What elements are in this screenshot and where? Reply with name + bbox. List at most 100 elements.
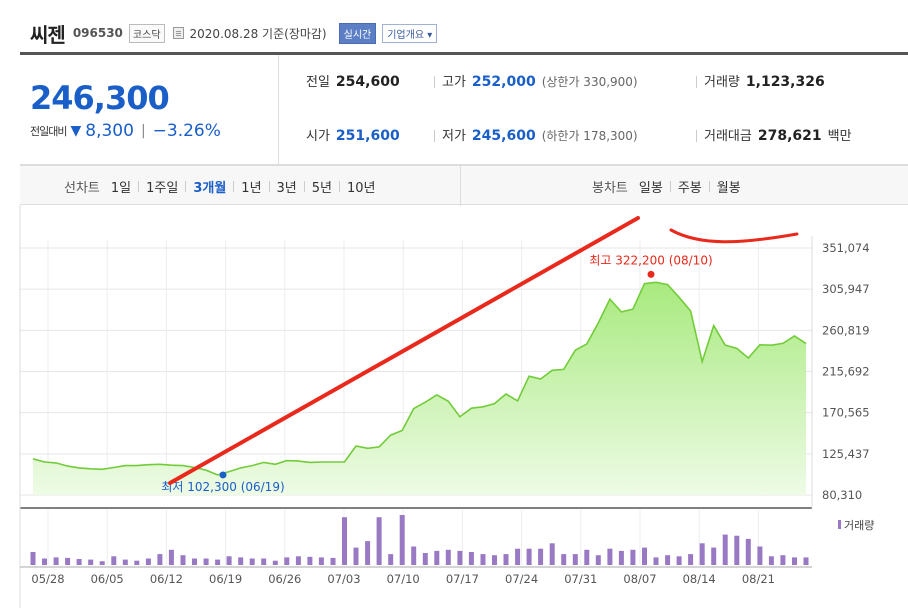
price-change: 전일대비 ▼ 8,300 | −3.26% [30,121,221,141]
volume-bar [595,555,601,565]
x-tick-label: 06/05 [91,572,124,586]
price-area-layer [32,281,807,495]
amount-value: 278,621 [757,128,822,144]
open-value: 251,600 [335,128,400,144]
volume-bar [492,555,497,565]
volume-bar [607,548,613,565]
stat-high: 고가 252,000 (상한가 330,900) [442,71,638,90]
company-overview-dropdown[interactable]: 기업개요 ▾ [382,23,438,43]
volume-value: 1,123,326 [745,74,825,90]
prev-value: 254,600 [335,74,400,90]
volume-bar [53,557,59,565]
volume-bar [665,555,671,565]
volume-bar [295,556,301,565]
volume-bar [76,559,82,565]
line-chart-label: 선차트 [64,181,100,196]
volume-bar [526,548,532,565]
low-value: 245,600 [471,128,536,144]
chart-toolbar: 선차트 1일 1주일 3개월 1년 3년 5년 10년 봉차트 일봉 주봉 월봉 [20,165,908,206]
high-marker-label: 최고 322,200 (08/10) [589,253,712,267]
volume-bar [411,546,417,565]
stock-code: 096530 [72,26,123,40]
x-tick-label: 08/14 [683,572,716,586]
x-tick-label: 06/12 [150,572,183,586]
volume-bar [88,559,94,565]
upper-limit: (상한가 330,900) [541,75,638,89]
market-badge: 코스닥 [128,23,165,43]
period-3m[interactable]: 3개월 [193,181,227,196]
x-tick-label: 08/21 [742,572,775,586]
volume-bar [111,556,117,565]
period-1y[interactable]: 1년 [241,181,262,196]
volume-label: 거래량 [704,75,740,90]
volume-bar [203,558,209,565]
volume-bar [157,554,163,565]
period-1w[interactable]: 1주일 [146,181,179,196]
volume-bar [780,555,786,565]
volume-bar [42,558,47,565]
toolbar-divider [460,166,461,206]
period-10y[interactable]: 10년 [347,181,376,196]
y-tick-label: 351,074 [822,241,870,255]
volume-bar [653,557,659,565]
volume-bar [238,557,244,565]
y-tick-label: 125,437 [822,447,870,461]
candle-weekly[interactable]: 주봉 [677,181,702,196]
volume-bar [538,548,544,565]
x-tick-label: 07/24 [505,572,538,586]
volume-bar [422,553,428,565]
candle-daily[interactable]: 일봉 [638,181,663,196]
y-tick-label: 215,692 [822,365,870,379]
stat-low: 저가 245,600 (하한가 178,300) [442,125,638,144]
volume-legend-label: 거래량 [844,519,874,532]
volume-bar [365,541,371,565]
y-tick-label: 80,310 [822,488,862,502]
volume-bar [792,557,797,565]
high-label: 고가 [442,75,466,90]
volume-bar [134,560,140,565]
volume-bar [699,543,705,565]
base-date: 2020.08.28 기준(장마감) [189,26,327,41]
volume-legend-swatch [838,520,841,529]
stat-prev: 전일 254,600 [306,71,400,90]
volume-bar [376,517,382,565]
candle-chart-label: 봉차트 [592,181,628,196]
x-tick-label: 06/26 [268,572,301,586]
period-1d[interactable]: 1일 [110,181,132,196]
price-chart: 351,074 305,947 260,819 215,692 170,565 125,4… [19,205,874,608]
stock-name: 씨젠 [30,22,66,47]
volume-bar [99,561,105,565]
low-label: 저가 [442,129,466,144]
volume-bar [284,557,290,565]
x-axis: 05/28 06/05 06/12 06/19 06/26 07/03 07/10 07/17… [31,572,775,586]
volume-bar [399,515,405,565]
price-summary: 246,300 전일대비 ▼ 8,300 | −3.26% 전일 254,600… [20,55,908,165]
volume-bar [215,559,221,565]
candle-monthly[interactable]: 월봉 [716,181,741,196]
document-icon[interactable] [172,27,184,39]
period-3y[interactable]: 3년 [276,181,297,196]
volume-bar [688,554,694,565]
y-tick-label: 170,565 [822,406,870,420]
volume-bar [122,559,128,565]
period-5y[interactable]: 5년 [311,181,332,196]
change-value: 8,300 [85,121,134,141]
stat-open: 시가 251,600 [306,125,400,144]
volume-bar [30,552,36,565]
volume-bar [757,546,763,565]
high-value: 252,000 [471,74,536,90]
realtime-button[interactable]: 실시간 [338,22,377,44]
volume-bar [272,560,278,565]
volume-bar [168,549,174,565]
volume-bar [342,517,347,565]
volume-bar [180,555,186,565]
volume-bar [711,547,717,565]
curve-annotation [669,228,799,244]
stock-header: 씨젠 096530 코스닥 2020.08.28 기준(장마감) 실시간 기업개… [30,18,438,48]
lower-limit: (하한가 178,300) [541,129,638,143]
current-price: 246,300 [30,79,170,117]
high-low-markers: 최고 322,200 (08/10) 최저 102,300 (06/19) [161,253,712,494]
header-divider [20,52,908,55]
volume-bar [388,554,394,565]
y-axis: 351,074 305,947 260,819 215,692 170,565 125,4… [822,241,870,502]
